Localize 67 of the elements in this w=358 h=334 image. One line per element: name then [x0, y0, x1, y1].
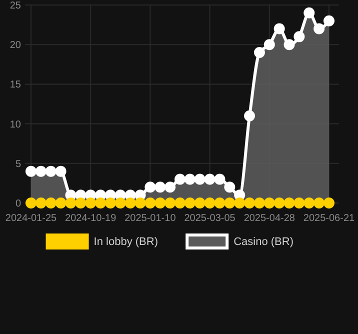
point: [324, 198, 334, 208]
point: [75, 198, 86, 208]
point: [204, 174, 216, 185]
x-tick-label: 2025-03-05: [184, 213, 236, 224]
point: [104, 198, 116, 208]
point: [244, 110, 256, 122]
point: [55, 198, 66, 208]
x-tick-label: 2024-01-25: [5, 213, 58, 224]
legend-label: In lobby (BR): [94, 236, 158, 248]
point: [274, 23, 285, 34]
point: [134, 198, 146, 208]
point: [214, 174, 226, 185]
point: [224, 182, 236, 193]
point: [154, 198, 166, 208]
point: [35, 198, 46, 208]
point: [204, 198, 216, 208]
point: [26, 166, 36, 177]
point: [164, 198, 176, 208]
x-tick-label: 2024-10-19: [65, 213, 117, 224]
point: [35, 166, 46, 177]
point: [314, 23, 325, 34]
point: [294, 31, 305, 42]
point: [124, 198, 136, 208]
point: [274, 198, 285, 208]
x-tick-label: 2025-04-28: [244, 213, 296, 224]
point: [65, 198, 76, 208]
y-tick-label: 10: [10, 119, 22, 130]
y-tick-label: 5: [15, 158, 22, 170]
point: [184, 198, 196, 208]
point: [264, 198, 275, 208]
point: [284, 39, 295, 50]
x-tick-label: 2025-06-21: [303, 213, 356, 224]
y-tick-label: 20: [10, 40, 22, 52]
point: [284, 198, 295, 208]
point: [85, 198, 96, 208]
point: [45, 166, 56, 177]
point: [314, 198, 325, 208]
y-tick-label: 0: [15, 198, 22, 210]
point: [184, 174, 196, 185]
y-tick-label: 15: [10, 80, 22, 91]
point: [45, 198, 56, 208]
point: [224, 198, 236, 208]
point: [234, 198, 246, 208]
point: [164, 182, 176, 193]
point: [95, 198, 106, 208]
point: [114, 198, 126, 208]
point: [254, 47, 265, 58]
point: [294, 198, 305, 208]
point: [55, 166, 66, 177]
x-tick-label: 2025-01-10: [124, 213, 176, 224]
point: [214, 198, 226, 208]
y-tick-label: 25: [10, 0, 22, 12]
point: [194, 174, 206, 185]
point: [254, 198, 265, 208]
point: [304, 7, 315, 18]
point: [264, 39, 275, 50]
point: [26, 198, 36, 208]
point: [144, 182, 156, 193]
point: [304, 198, 315, 208]
point: [324, 15, 334, 26]
point: [144, 198, 156, 208]
point: [154, 182, 166, 193]
legend-label: Casino (BR): [234, 236, 294, 248]
point: [174, 198, 186, 208]
point: [244, 198, 256, 208]
point: [174, 174, 186, 185]
point: [194, 198, 206, 208]
